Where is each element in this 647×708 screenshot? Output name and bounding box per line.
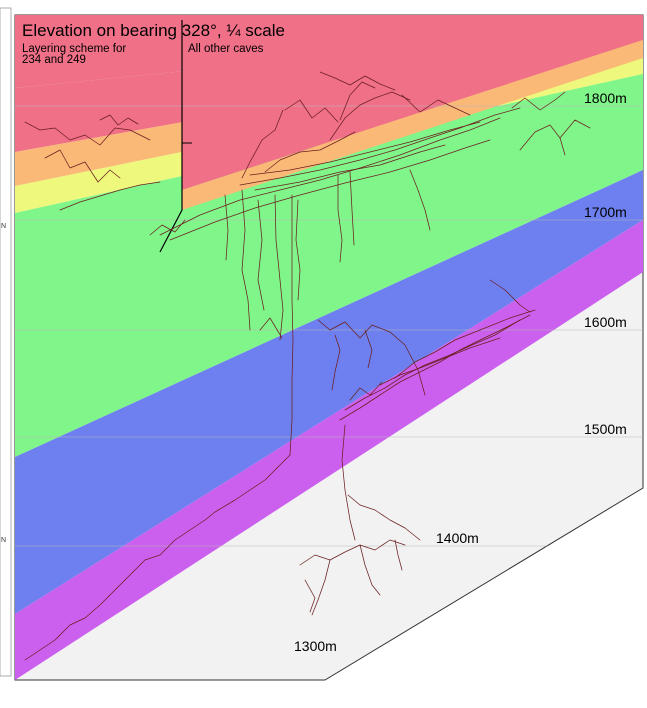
- layer-band-orange-right-scheme: [182, 40, 643, 210]
- elevation-label-1600m: 1600m: [584, 314, 627, 330]
- layer-band-green: [15, 74, 643, 457]
- elevation-label-1800m: 1800m: [584, 90, 627, 106]
- elevation-label-1300m: 1300m: [294, 638, 337, 654]
- elevation-label-1400m: 1400m: [436, 530, 479, 546]
- left-margin-strip: N N: [0, 7, 12, 677]
- diagram-title: Elevation on bearing 328°, ¼ scale: [22, 21, 285, 40]
- layer-bands: [15, 15, 643, 680]
- scheme-label-right: All other caves: [188, 43, 264, 55]
- scheme-divider-line: [159, 20, 183, 253]
- elevation-labels: 1800m 1700m 1600m 1500m 1400m 1300m: [294, 90, 627, 654]
- cave-survey-lines: [24, 71, 591, 661]
- elevation-label-1700m: 1700m: [584, 204, 627, 220]
- title-block: Elevation on bearing 328°, ¼ scale Layer…: [22, 21, 285, 66]
- elevation-label-1500m: 1500m: [584, 421, 627, 437]
- scheme-label-left: Layering scheme for 234 and 249: [22, 43, 129, 66]
- elevation-gridlines: [15, 105, 643, 547]
- layer-band-blue: [15, 170, 643, 614]
- layer-band-purple: [15, 220, 643, 680]
- layer-band-red-right-scheme: [182, 15, 643, 190]
- margin-mark-lower: N: [1, 537, 6, 544]
- margin-mark-upper: N: [1, 223, 6, 230]
